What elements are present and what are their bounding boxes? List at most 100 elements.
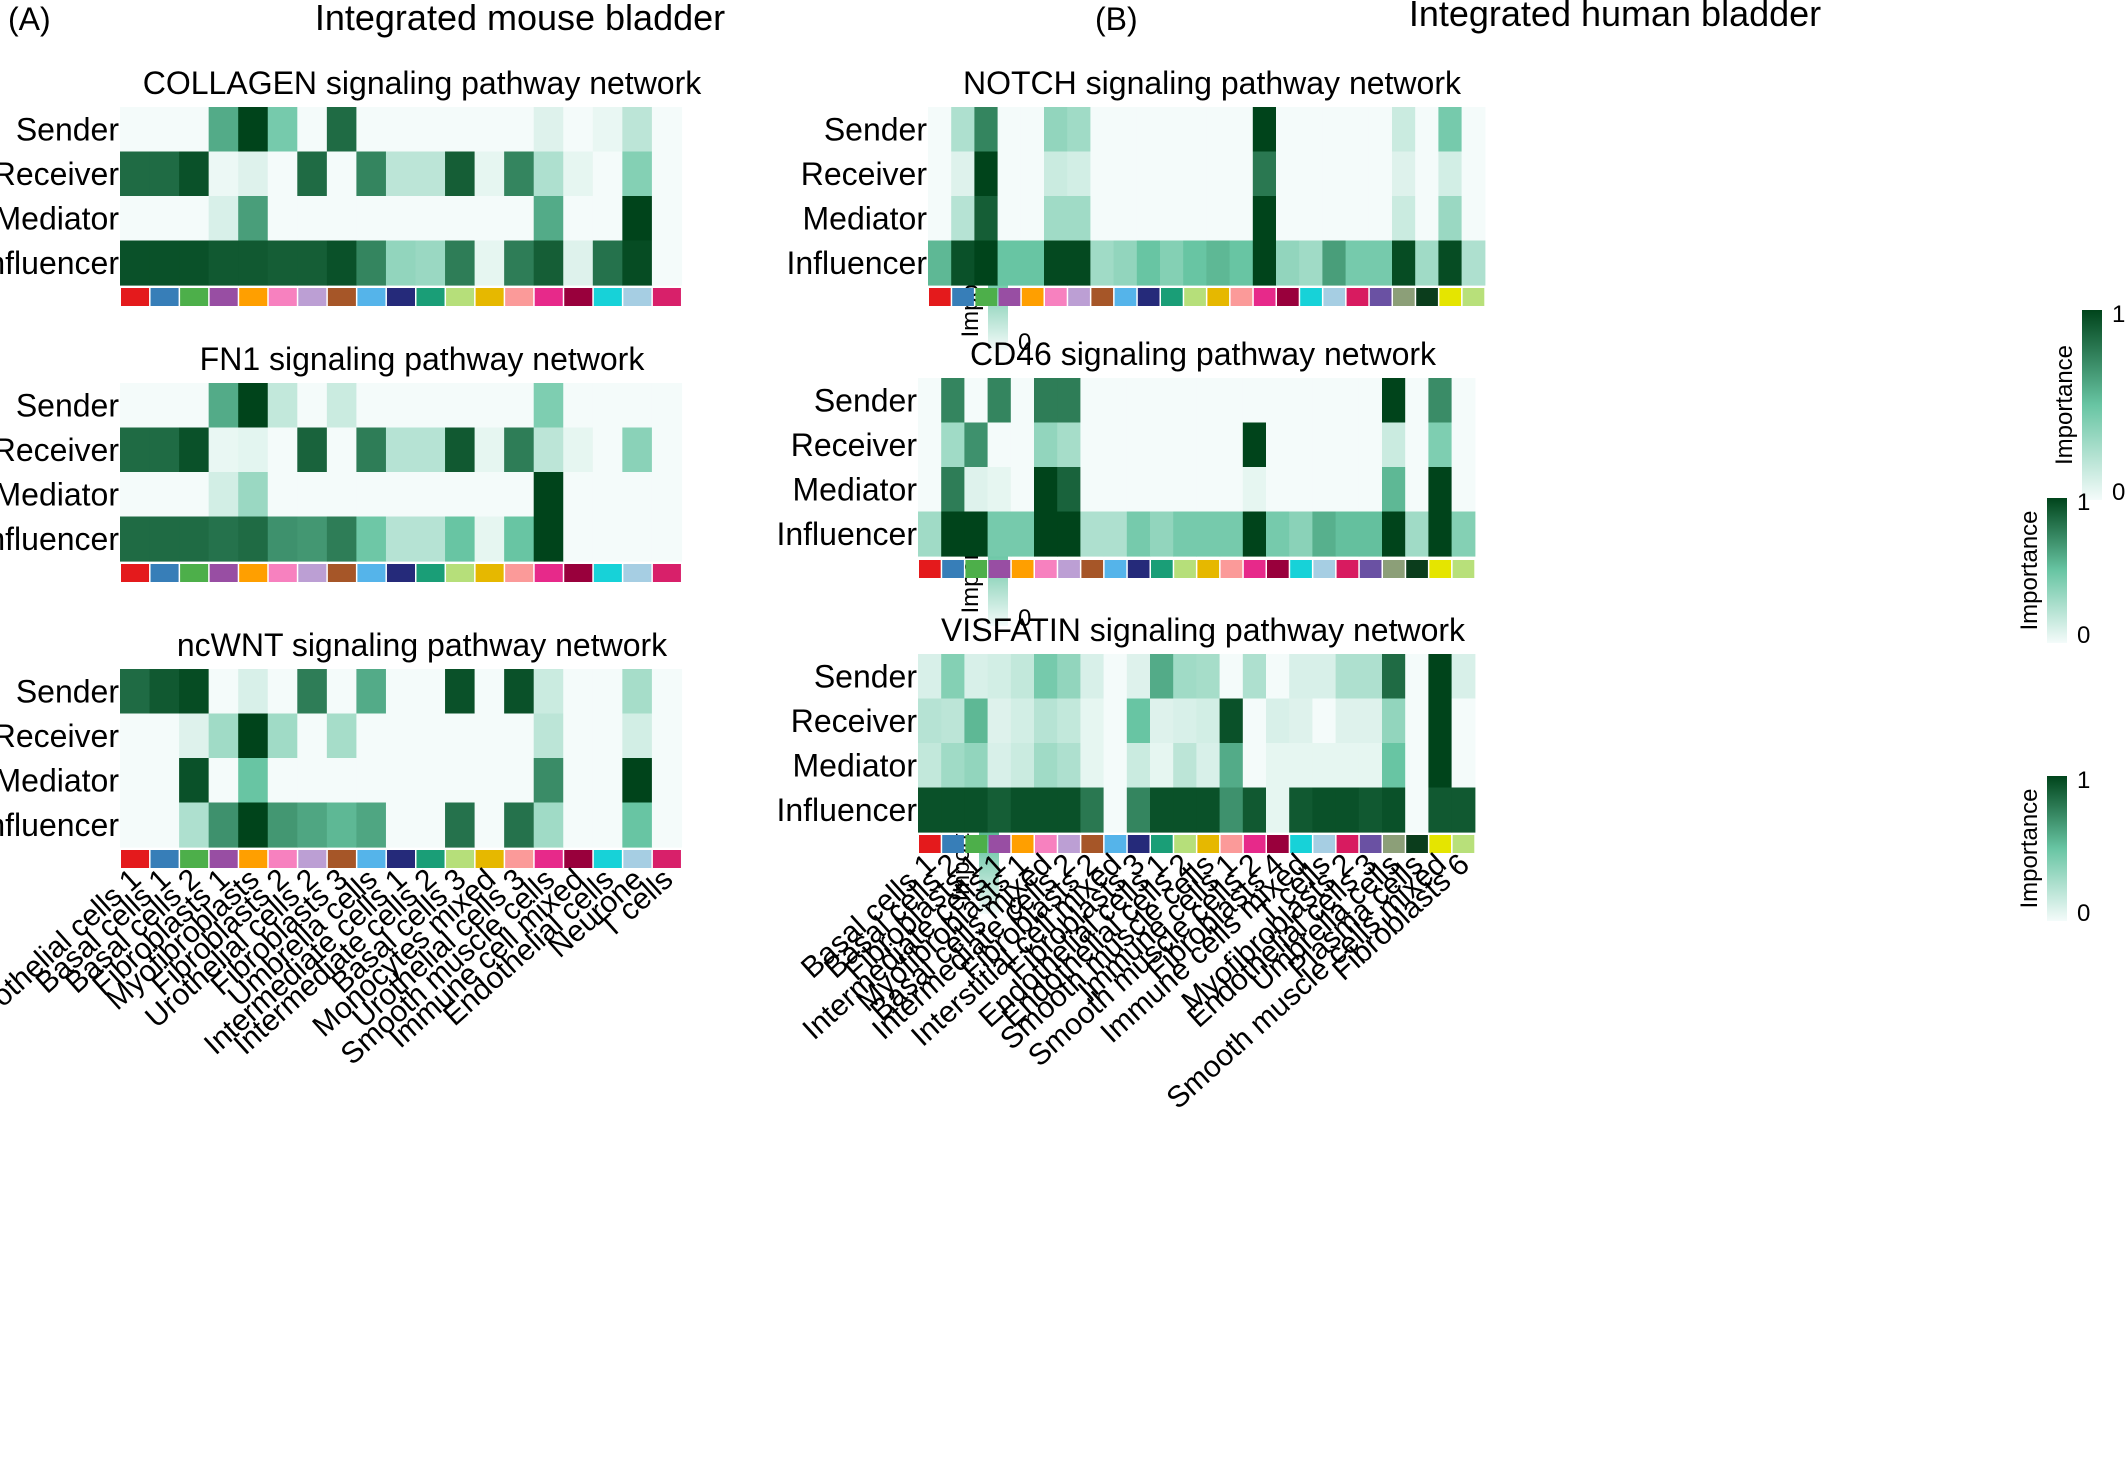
column-color-swatch	[180, 288, 209, 306]
heatmap-cell	[238, 383, 269, 429]
heatmap-cell	[1405, 743, 1429, 789]
heatmap-cell	[1242, 654, 1267, 700]
heatmap-cell	[474, 240, 505, 286]
heatmap-cell	[997, 151, 1022, 197]
heatmap-cell	[385, 758, 417, 804]
row-label-receiver: Receiver	[0, 718, 119, 754]
heatmap-cell	[356, 196, 387, 242]
heatmap-cell	[1382, 787, 1406, 833]
heatmap-cell	[238, 516, 269, 562]
heatmap-cell	[1322, 240, 1347, 286]
heatmap-cell	[474, 427, 505, 473]
heatmap-cell	[1405, 422, 1429, 468]
heatmap-cell	[297, 758, 328, 804]
heatmap-cell	[1126, 378, 1151, 424]
heatmap-cell	[1428, 654, 1453, 700]
heatmap-cell	[474, 472, 505, 518]
heatmap-cell	[622, 151, 653, 197]
heatmap-cell	[415, 427, 446, 473]
heatmap-cell	[1196, 467, 1221, 513]
heatmap-cell	[385, 516, 417, 562]
heatmap-cell	[592, 107, 623, 153]
heatmap-cell	[941, 378, 965, 424]
heatmap-cell	[415, 196, 446, 242]
heatmap-cell	[1368, 240, 1393, 286]
heatmap-cell	[356, 713, 387, 759]
heatmap-cell	[1461, 107, 1486, 153]
column-color-swatch	[1313, 835, 1336, 853]
column-color-swatch	[475, 288, 504, 306]
heatmap-cell	[1034, 511, 1058, 557]
column-color-swatch	[1068, 288, 1090, 306]
heatmap-cell	[1034, 378, 1058, 424]
heatmap-cell	[208, 516, 239, 562]
heatmap-cell	[149, 107, 180, 153]
heatmap-cell	[1010, 743, 1035, 789]
heatmap-cell	[1358, 698, 1383, 744]
heatmap-cell	[297, 713, 328, 759]
colorbar-tick-min: 0	[1018, 605, 1031, 632]
row-label-mediator: Mediator	[793, 471, 918, 507]
heatmap-cell	[1206, 151, 1231, 197]
column-color-swatch	[386, 288, 415, 306]
heatmap-cell	[1438, 151, 1463, 197]
column-color-swatch	[209, 564, 238, 582]
column-color-swatch	[505, 850, 534, 868]
heatmap-cell	[1428, 511, 1453, 557]
heatmap-cell	[1044, 196, 1068, 242]
heatmap-cell	[1113, 196, 1138, 242]
heatmap-cell	[1322, 196, 1347, 242]
column-color-swatch	[1045, 288, 1067, 306]
heatmap-cell	[1080, 743, 1105, 789]
heatmap-cell	[1034, 467, 1058, 513]
heatmap-cell	[1103, 654, 1128, 700]
heatmap-cell	[918, 787, 942, 833]
column-color-swatch	[1369, 288, 1392, 306]
heatmap-cell	[1451, 654, 1476, 700]
column-color-swatch	[1035, 835, 1057, 853]
heatmap-cell	[208, 383, 239, 429]
heatmap-cell	[474, 516, 505, 562]
column-color-swatch	[121, 564, 150, 582]
heatmap-cell	[1276, 240, 1300, 286]
heatmap-cell	[1080, 422, 1105, 468]
heatmap-cell	[1252, 107, 1277, 153]
heatmap-cell	[356, 107, 387, 153]
heatmap-cell	[951, 240, 975, 286]
heatmap-cell	[1183, 240, 1207, 286]
heatmap-cell	[120, 472, 151, 518]
column-color-swatch	[1243, 560, 1266, 578]
heatmap-title: CD46 signaling pathway network	[970, 336, 1437, 372]
heatmap-cell	[1335, 698, 1360, 744]
heatmap-cell	[918, 467, 942, 513]
heatmap-cell	[1103, 422, 1128, 468]
heatmap-cell	[326, 383, 357, 429]
column-color-swatch	[1207, 288, 1230, 306]
column-color-swatch	[239, 564, 268, 582]
heatmap-cell	[415, 383, 446, 429]
heatmap-cell	[267, 669, 298, 715]
heatmap-cell	[1461, 151, 1486, 197]
column-color-swatch	[416, 850, 445, 868]
heatmap-notch: NOTCH signaling pathway network Sender Rec…	[786, 65, 2125, 506]
heatmap-cell	[179, 240, 210, 286]
column-color-swatch	[150, 288, 179, 306]
heatmap-cell	[1057, 654, 1081, 700]
heatmap-cell	[1266, 787, 1290, 833]
heatmap-cell	[385, 240, 417, 286]
heatmap-cell	[1382, 743, 1406, 789]
heatmap-cell	[208, 196, 239, 242]
heatmap-cell	[928, 196, 952, 242]
heatmap-cell	[1136, 240, 1161, 286]
heatmap-cell	[179, 516, 210, 562]
heatmap-cell	[179, 713, 210, 759]
heatmap-cell	[1299, 107, 1323, 153]
heatmap-cell	[1428, 698, 1453, 744]
heatmap-cell	[1428, 467, 1453, 513]
heatmap-cell	[533, 802, 564, 848]
column-color-swatch	[1452, 835, 1475, 853]
heatmap-cell	[1150, 698, 1174, 744]
heatmap-cell	[1358, 743, 1383, 789]
heatmap-cell	[120, 427, 151, 473]
heatmap-cell	[651, 802, 683, 848]
